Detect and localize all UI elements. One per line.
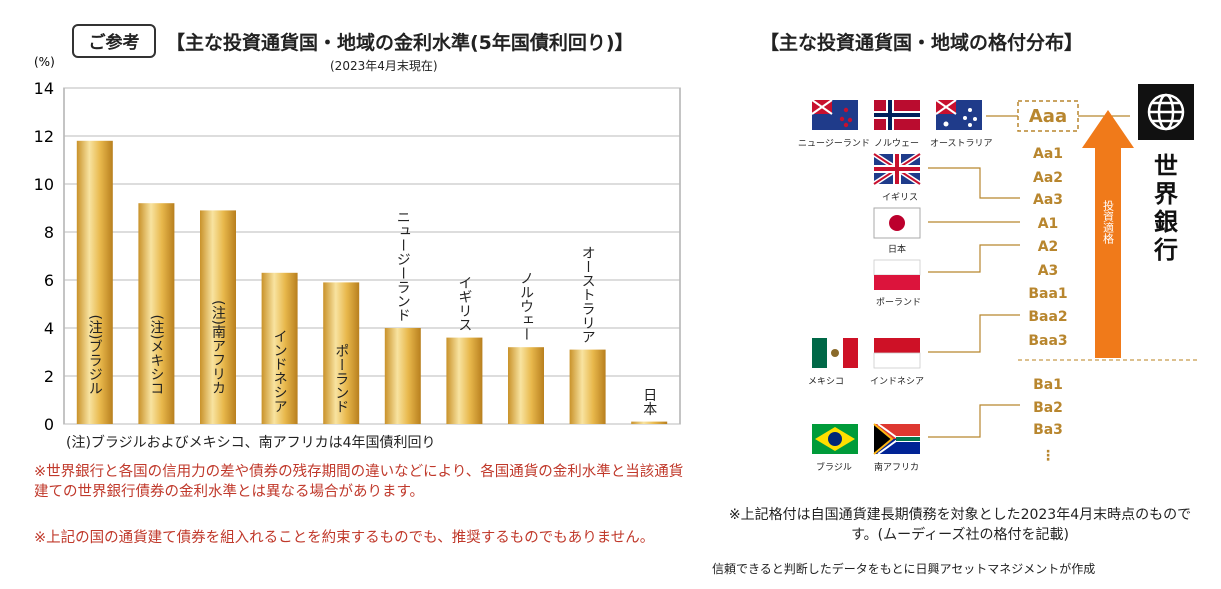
- category-label: ニュージーランド: [395, 210, 411, 322]
- interest-rate-bar-chart: 0 2 4 6 8 10 12 14 (注)ブラジル (注)メキシコ (注)南アフリカ インドネシア…: [34, 55, 681, 434]
- y-tick-label: 2: [44, 367, 54, 386]
- flag-label-norway: ノルウェー: [874, 138, 919, 149]
- y-tick-label: 10: [34, 175, 54, 194]
- category-label: イギリス: [456, 276, 472, 332]
- bar: [631, 421, 668, 424]
- chart-title: 【主な投資通貨国・地域の金利水準(5年国債利回り)】: [166, 32, 634, 54]
- rating-label: Baa2: [1028, 309, 1067, 325]
- flag-south-africa: [873, 423, 920, 455]
- rating-label: Aa1: [1033, 146, 1063, 162]
- category-label: (注)南アフリカ: [210, 300, 226, 395]
- investment-grade-arrow: [1082, 110, 1134, 358]
- rating-label: Ba3: [1033, 422, 1063, 438]
- disclaimer-2: ※上記の国の通貨建て債券を組入れることを約束するものでも、推奨するものでもありま…: [34, 530, 655, 546]
- y-axis-unit: (%): [34, 55, 55, 69]
- flag-label-australia: オーストラリア: [930, 138, 993, 149]
- y-tick-label: 8: [44, 223, 54, 242]
- category-label: ポーランド: [333, 344, 349, 414]
- y-tick-label: 14: [34, 79, 54, 98]
- flag-label-south-africa: 南アフリカ: [874, 461, 919, 473]
- category-label: ノルウェー: [518, 271, 534, 341]
- bar: [323, 282, 360, 424]
- bar: [508, 347, 544, 424]
- chart-footnote: (注)ブラジルおよびメキシコ、南アフリカは4年国債利回り: [66, 435, 436, 451]
- flag-uk: [872, 151, 922, 187]
- bar: [261, 272, 298, 424]
- bar: [446, 337, 483, 424]
- category-label: (注)ブラジル: [87, 315, 103, 396]
- rating-label: Aa3: [1033, 192, 1063, 208]
- rating-label: ⋮: [1041, 448, 1055, 464]
- flag-label-brazil: ブラジル: [816, 461, 852, 473]
- flag-mexico: [812, 338, 858, 368]
- flag-label-poland: ポーランド: [876, 297, 921, 308]
- connector-lines: [928, 115, 1130, 438]
- y-tick-label: 6: [44, 271, 54, 290]
- flag-australia: [935, 99, 982, 130]
- rating-label: Aaa: [1029, 106, 1067, 127]
- flag-label-mexico: メキシコ: [808, 377, 844, 387]
- flag-brazil: [812, 424, 858, 454]
- flag-label-new-zealand: ニュージーランド: [798, 138, 870, 149]
- category-label: 日本: [641, 388, 657, 416]
- world-bank-name: 世界銀行: [1153, 152, 1178, 264]
- rating-label: Ba2: [1033, 400, 1063, 416]
- rating-footnote: ※上記格付は自国通貨建長期債務を対象とした2023年4月末時点のものです。(ムー…: [728, 507, 1192, 543]
- investment-grade-label: 投資適格: [1102, 199, 1115, 245]
- chart-subtitle: (2023年4月末現在): [330, 59, 438, 73]
- rating-label: A3: [1038, 263, 1059, 279]
- flag-indonesia: [873, 338, 921, 369]
- category-label: インドネシア: [272, 329, 288, 413]
- bar: [569, 349, 606, 424]
- flag-label-japan: 日本: [888, 243, 906, 255]
- bar: [76, 140, 113, 425]
- y-tick-label: 12: [34, 127, 54, 146]
- disclaimer-1: ※世界銀行と各国の信用力の差や債券の残存期間の違いなどにより、各国通貨の金利水準…: [34, 464, 684, 500]
- reference-badge: ご参考: [72, 24, 156, 58]
- world-bank-name-char: 界: [1154, 180, 1178, 208]
- rating-label: A1: [1038, 216, 1059, 232]
- y-tick-label: 4: [44, 319, 54, 338]
- rating-distribution-title: 【主な投資通貨国・地域の格付分布】: [760, 32, 1084, 54]
- world-bank-name-char: 行: [1153, 236, 1178, 264]
- flag-poland: [873, 259, 921, 290]
- flag-label-indonesia: インドネシア: [870, 376, 924, 387]
- rating-label: Baa1: [1028, 286, 1067, 302]
- source-credit: 信頼できると判断したデータをもとに日興アセットマネジメントが作成: [712, 562, 1096, 576]
- category-label: (注)メキシコ: [148, 315, 164, 396]
- globe-icon: [1147, 93, 1185, 131]
- y-tick-label: 0: [44, 415, 54, 434]
- world-bank-name-char: 世: [1154, 152, 1178, 180]
- bar: [200, 210, 236, 424]
- rating-distribution-diagram: 投資適格 世界銀行 Aaa Aa1 Aa2 Aa3 A1 A2 A3 Baa1 Baa2 Baa3…: [798, 84, 1200, 473]
- flag-label-uk: イギリス: [882, 192, 918, 203]
- flag-japan: [873, 207, 921, 239]
- bar: [384, 328, 421, 424]
- bar: [138, 203, 175, 424]
- flag-new-zealand: [811, 99, 858, 130]
- rating-label: Aa2: [1033, 170, 1063, 186]
- rating-label: A2: [1038, 239, 1059, 255]
- rating-label: Baa3: [1028, 333, 1067, 349]
- category-label: オーストラリア: [580, 246, 596, 344]
- rating-label: Ba1: [1033, 377, 1063, 393]
- world-bank-name-char: 銀: [1154, 208, 1178, 236]
- flag-norway: [874, 100, 920, 130]
